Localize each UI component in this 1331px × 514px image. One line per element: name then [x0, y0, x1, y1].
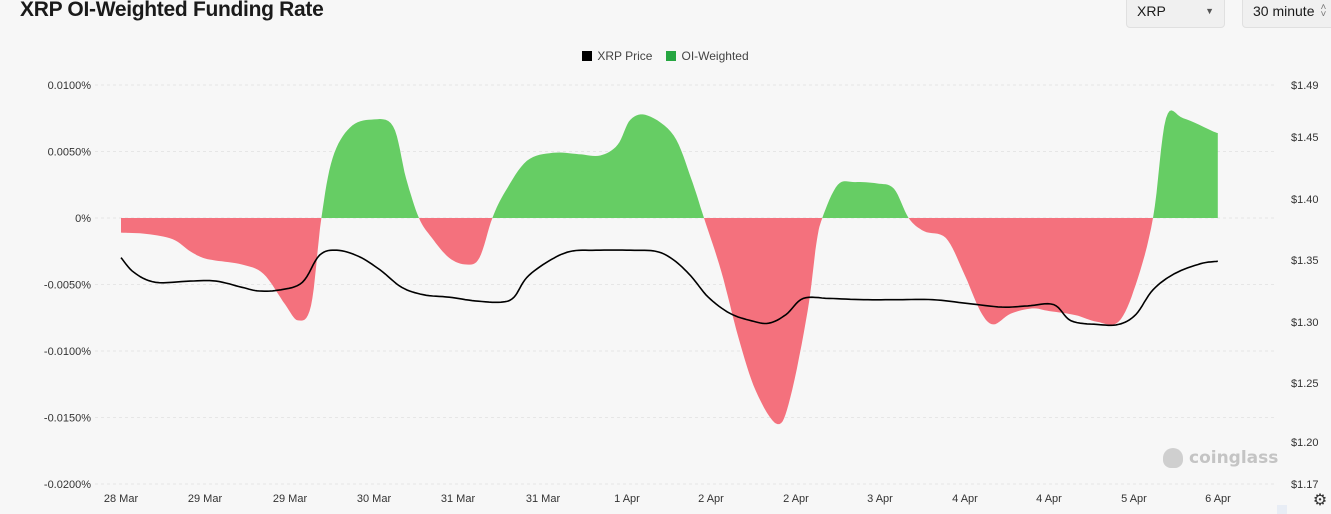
funding-area-negative: [419, 218, 493, 265]
x-axis: 28 Mar 29 Mar 29 Mar 30 Mar 31 Mar 31 Mar 1 Ap…: [104, 493, 1231, 505]
funding-area-negative: [704, 218, 823, 425]
interval-select[interactable]: 30 minute ˄ ˅: [1242, 0, 1331, 28]
y-left-tick-label: -0.0050%: [44, 280, 91, 292]
y-axis-left: 0.0100% 0.0050% 0% -0.0050% -0.0100% -0.0150%…: [44, 80, 91, 491]
x-tick-label: 6 Apr: [1205, 493, 1231, 505]
y-left-tick-label: 0%: [75, 213, 91, 225]
y-right-tick-label: $1.20: [1291, 437, 1319, 449]
chart-legend: XRP Price OI-Weighted: [0, 49, 1331, 63]
watermark-text: coinglass: [1189, 448, 1279, 468]
y-left-tick-label: 0.0100%: [48, 80, 92, 92]
x-tick-label: 1 Apr: [614, 493, 640, 505]
y-right-tick-label: $1.40: [1291, 194, 1319, 206]
y-left-tick-label: -0.0100%: [44, 346, 91, 358]
funding-area-negative: [908, 218, 1153, 325]
symbol-select-value: XRP: [1137, 3, 1166, 19]
y-right-tick-label: $1.17: [1291, 479, 1319, 491]
x-tick-label: 30 Mar: [357, 493, 392, 505]
x-tick-label: 3 Apr: [867, 493, 893, 505]
x-tick-label: 28 Mar: [104, 493, 139, 505]
y-left-tick-label: -0.0150%: [44, 413, 91, 425]
price-line: [120, 249, 1218, 327]
x-tick-label: 4 Apr: [952, 493, 978, 505]
legend-label-oi: OI-Weighted: [681, 49, 749, 63]
funding-area-positive: [321, 119, 419, 218]
y-right-tick-label: $1.35: [1291, 255, 1319, 267]
y-left-tick-label: 0.0050%: [48, 147, 92, 159]
updown-arrows-icon: ˄ ˅: [1320, 2, 1327, 20]
x-tick-label: 29 Mar: [273, 493, 308, 505]
scroll-handle[interactable]: [1277, 505, 1287, 514]
y-axis-right: $1.49 $1.45 $1.40 $1.35 $1.30 $1.25 $1.20 $1.17: [1291, 80, 1319, 491]
caret-down-icon: ▼: [1205, 6, 1214, 16]
gear-icon[interactable]: ⚙: [1312, 492, 1328, 509]
y-right-tick-label: $1.49: [1291, 80, 1319, 92]
xrp-price-line: [120, 249, 1218, 327]
funding-areas: [121, 110, 1218, 425]
coinglass-watermark: coinglass: [1163, 448, 1278, 468]
x-tick-label: 31 Mar: [441, 493, 476, 505]
legend-swatch-oi: [666, 51, 677, 61]
x-tick-label: 29 Mar: [188, 493, 223, 505]
y-right-tick-label: $1.30: [1291, 317, 1319, 329]
page-title: XRP OI-Weighted Funding Rate: [20, 0, 324, 21]
y-left-tick-label: -0.0200%: [44, 479, 91, 491]
x-tick-label: 4 Apr: [1036, 493, 1062, 505]
x-tick-label: 2 Apr: [698, 493, 724, 505]
legend-item-oi[interactable]: OI-Weighted: [666, 49, 749, 63]
legend-label-price: XRP Price: [597, 49, 653, 63]
x-tick-label: 2 Apr: [783, 493, 809, 505]
legend-swatch-price: [582, 51, 593, 61]
funding-area-positive: [492, 114, 704, 218]
funding-area-negative: [121, 218, 322, 321]
y-right-tick-label: $1.45: [1291, 132, 1319, 144]
legend-item-price[interactable]: XRP Price: [582, 49, 652, 63]
coinglass-logo-icon: [1163, 448, 1183, 468]
funding-area-positive: [822, 181, 909, 218]
y-right-tick-label: $1.25: [1291, 378, 1319, 390]
interval-select-value: 30 minute: [1253, 3, 1315, 19]
symbol-select[interactable]: XRP ▼: [1126, 0, 1225, 28]
x-tick-label: 5 Apr: [1121, 493, 1147, 505]
x-tick-label: 31 Mar: [526, 493, 561, 505]
funding-area-positive: [1153, 110, 1218, 218]
